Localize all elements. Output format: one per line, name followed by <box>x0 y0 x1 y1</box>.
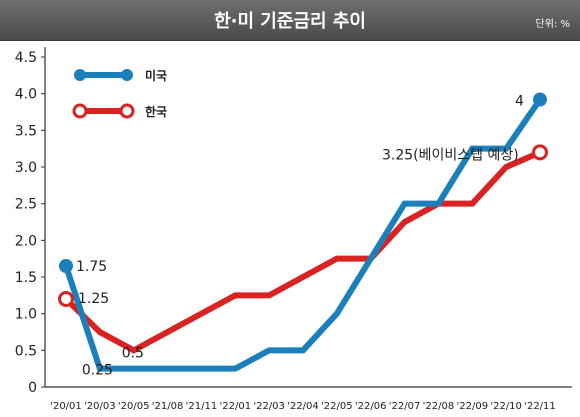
title-bar: 한·미 기준금리 추이 단위: % <box>0 0 580 41</box>
y-tick-label: 4.0 <box>15 87 37 103</box>
x-tick-label: '22/08 <box>423 401 455 412</box>
y-tick-label: 1.0 <box>15 307 37 323</box>
data-point-kr <box>58 291 74 307</box>
legend-marker <box>121 69 133 81</box>
legend-label: 한국 <box>145 104 167 119</box>
legend-marker <box>72 103 88 119</box>
x-tick-label: '22/09 <box>456 401 488 412</box>
legend-marker <box>119 103 135 119</box>
y-tick-label: 2.5 <box>15 197 37 213</box>
x-tick-label: '22/06 <box>355 401 387 412</box>
legend-marker <box>74 69 86 81</box>
y-tick-label: 1.5 <box>15 270 37 286</box>
x-tick-label: '22/11 <box>524 401 556 412</box>
x-tick-label: '20/05 <box>118 401 150 412</box>
data-point-kr <box>532 144 548 161</box>
x-tick-label: '20/03 <box>84 401 116 412</box>
x-tick-label: '22/10 <box>490 401 522 412</box>
y-tick-label: 3.0 <box>15 160 37 176</box>
y-tick-label: 4.5 <box>15 50 37 66</box>
data-label: 0.5 <box>122 345 144 361</box>
x-tick-label: '22/05 <box>321 401 353 412</box>
unit-label: 단위: % <box>535 19 570 30</box>
y-tick-label: 0.5 <box>15 343 37 359</box>
data-label: 1.75 <box>76 259 107 275</box>
y-tick-label: 3.5 <box>15 123 37 139</box>
x-tick-label: '22/04 <box>287 401 319 412</box>
data-label: 0.25 <box>82 363 113 379</box>
y-tick-label: 2.0 <box>15 233 37 249</box>
chart-title: 한·미 기준금리 추이 <box>214 11 366 32</box>
data-point-us <box>533 92 547 107</box>
x-tick-label: '20/01 <box>50 401 82 412</box>
x-tick-label: '22/03 <box>253 401 285 412</box>
data-point-us <box>59 259 73 273</box>
x-tick-label: '21/11 <box>186 401 218 412</box>
x-tick-label: '22/01 <box>219 401 251 412</box>
data-label: 4 <box>515 94 524 110</box>
series-line-us <box>63 97 543 372</box>
x-tick-label: '21/08 <box>152 401 184 412</box>
y-tick-label: 0 <box>28 380 37 396</box>
series-line-kr <box>63 149 542 354</box>
legend-label: 미국 <box>145 68 167 83</box>
data-label: 3.25(베이비스텝 예상) <box>382 147 519 163</box>
x-tick-label: '22/07 <box>389 401 421 412</box>
data-label: 1.25 <box>78 291 109 307</box>
